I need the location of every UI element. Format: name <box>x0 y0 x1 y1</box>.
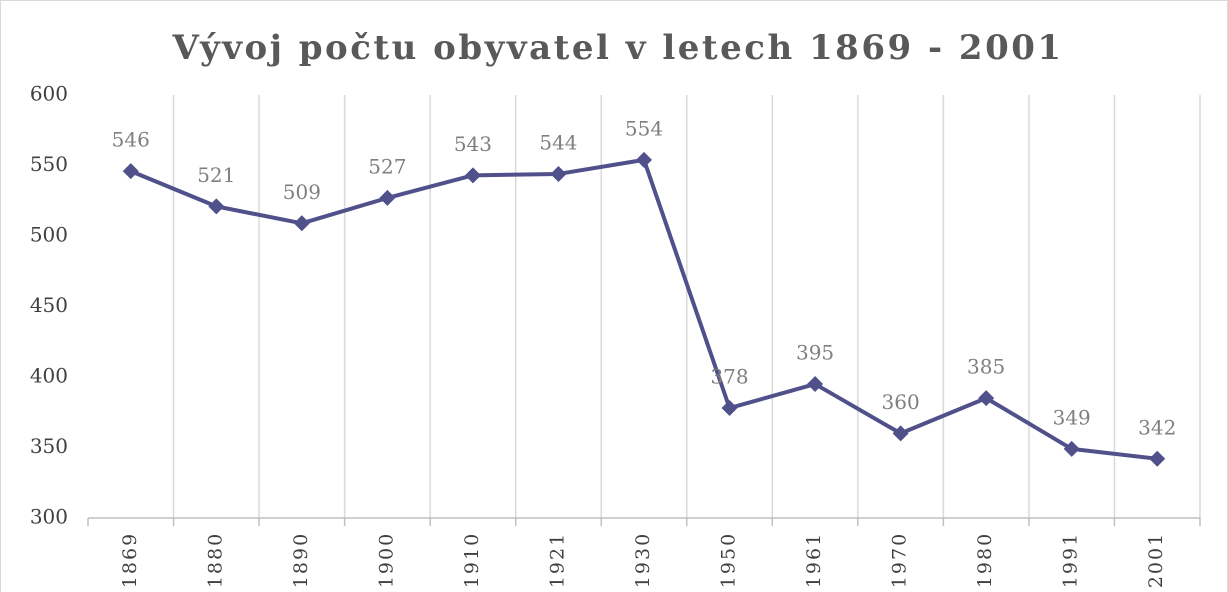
x-tick-label: 1950 <box>718 532 740 588</box>
data-point <box>208 198 225 215</box>
data-point <box>464 167 481 184</box>
data-label: 554 <box>625 116 663 140</box>
data-label: 521 <box>197 163 235 187</box>
y-tick-label: 500 <box>30 223 68 247</box>
data-label: 385 <box>967 355 1005 379</box>
data-label: 349 <box>1053 405 1091 429</box>
x-tick-label: 1991 <box>1060 532 1082 588</box>
x-tick-label: 1921 <box>546 532 568 588</box>
data-point <box>636 151 652 168</box>
data-label: 527 <box>368 154 406 178</box>
x-tick-label: 1880 <box>204 532 226 588</box>
x-tick-label: 1900 <box>375 532 397 588</box>
y-tick-label: 400 <box>30 364 68 388</box>
y-tick-label: 350 <box>30 434 68 458</box>
data-label: 360 <box>882 390 920 414</box>
data-point <box>721 400 738 417</box>
data-label: 544 <box>539 130 577 154</box>
x-tick-label: 1961 <box>803 532 825 588</box>
data-point <box>978 390 995 407</box>
data-point <box>1063 440 1080 457</box>
x-tick-label: 1980 <box>974 532 996 588</box>
data-label: 543 <box>454 132 492 156</box>
data-label: 342 <box>1138 415 1176 439</box>
data-label: 546 <box>112 128 150 152</box>
data-label: 395 <box>796 341 834 365</box>
data-point <box>122 163 139 180</box>
x-tick-label: 1970 <box>889 532 911 588</box>
data-point <box>807 376 824 393</box>
chart-title: Vývoj počtu obyvatel v letech 1869 - 200… <box>171 28 1063 68</box>
data-point <box>550 165 567 182</box>
y-tick-label: 550 <box>30 152 68 176</box>
data-point <box>379 189 396 206</box>
y-tick-label: 450 <box>30 293 68 317</box>
data-point <box>892 425 909 442</box>
data-point <box>1149 450 1166 467</box>
x-tick-label: 1910 <box>461 532 483 588</box>
data-label: 509 <box>283 180 321 204</box>
x-tick-label: 1890 <box>290 532 312 588</box>
y-tick-label: 300 <box>30 505 68 529</box>
x-tick-label: 1930 <box>632 532 654 588</box>
data-label: 378 <box>710 365 748 389</box>
data-point <box>293 215 310 232</box>
y-tick-label: 600 <box>30 82 68 106</box>
x-tick-label: 2001 <box>1145 532 1167 588</box>
x-tick-label: 1869 <box>119 532 141 588</box>
